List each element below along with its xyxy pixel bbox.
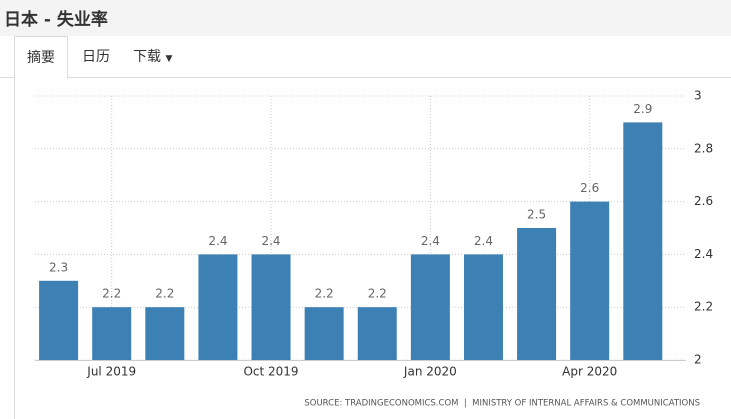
header: 日本 - 失业率 [0, 0, 731, 36]
data-label: 2.6 [580, 181, 599, 195]
tab[interactable]: 日历 [82, 49, 110, 65]
data-label: 2.2 [315, 287, 334, 301]
data-label: 2.4 [421, 234, 440, 248]
source: SOURCE: TRADINGECONOMICS.COM | MINISTRY … [304, 399, 700, 409]
bar [517, 228, 557, 360]
bar [623, 122, 663, 361]
bar [92, 307, 132, 360]
data-label: 2.2 [155, 287, 174, 301]
page-title: 日本 - 失业率 [4, 10, 108, 30]
bar [39, 280, 79, 360]
bar [198, 254, 238, 360]
x-tick-label: Jul 2019 [86, 365, 136, 379]
y-tick-label: 2.2 [694, 300, 713, 314]
data-label: 2.4 [208, 234, 227, 248]
bar [357, 307, 397, 360]
data-label: 2.5 [527, 208, 546, 222]
data-label: 2.4 [474, 234, 493, 248]
data-label: 2.2 [102, 287, 121, 301]
data-label: 2.2 [368, 287, 387, 301]
data-label: 2.4 [261, 234, 280, 248]
y-tick-label: 3 [694, 89, 702, 103]
y-tick-label: 2.6 [694, 194, 713, 208]
bar [145, 307, 185, 360]
bar [410, 254, 450, 360]
bar [570, 201, 610, 360]
data-label: 2.9 [633, 102, 652, 116]
tab[interactable]: 摘要 [14, 36, 68, 79]
bar [304, 307, 344, 360]
x-tick-label: Apr 2020 [562, 365, 617, 379]
data-label: 2.3 [49, 260, 68, 274]
tab[interactable]: 下载 ▼ [133, 36, 172, 78]
tab-label: 下载 [133, 49, 161, 65]
y-tick-label: 2.8 [694, 141, 713, 155]
bar [463, 254, 503, 360]
tab-bar: 摘要 日历 下载 ▼ [0, 36, 731, 79]
y-tick-label: 2.4 [694, 247, 713, 261]
x-tick-label: Jan 2020 [403, 365, 457, 379]
dropdown-arrow: ▼ [165, 54, 173, 64]
y-tick-label: 2 [694, 353, 702, 367]
x-tick-label: Oct 2019 [243, 365, 298, 379]
bar [251, 254, 291, 360]
